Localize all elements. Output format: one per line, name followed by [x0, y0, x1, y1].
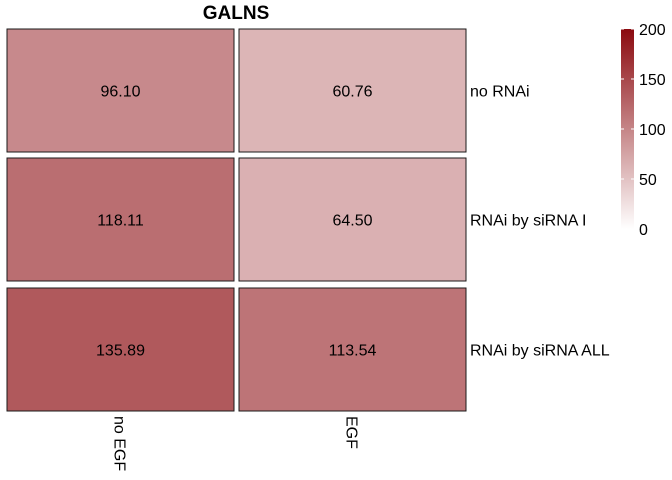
column-labels: no EGF EGF — [111, 416, 360, 471]
heatmap-cell — [238, 157, 467, 282]
cell-value-label: 135.89 — [96, 343, 145, 360]
cell-value-label: 96.10 — [100, 84, 140, 101]
colorbar-tick-label: 0 — [639, 222, 648, 239]
cell-value-label: 113.54 — [329, 343, 377, 360]
colorbar-tick-label: 100 — [639, 122, 666, 139]
cell-value-label: 64.50 — [332, 213, 372, 230]
heatmap-cell — [238, 287, 467, 412]
colorbar-tick-label: 150 — [639, 72, 666, 89]
row-label: RNAi by siRNA ALL — [470, 343, 610, 360]
colorbar-gradient — [621, 29, 634, 229]
colorbar-tick-label: 200 — [639, 22, 666, 39]
colorbar-tick-label: 50 — [639, 172, 657, 189]
heatmap-cell — [6, 157, 235, 282]
cell-value-label: 118.11 — [97, 213, 144, 230]
colorbar: 0 50 100 150 200 — [621, 22, 666, 239]
column-label: EGF — [343, 416, 360, 449]
cell-value-label: 60.76 — [332, 84, 372, 101]
row-label: RNAi by siRNA I — [470, 213, 586, 230]
column-label: no EGF — [111, 416, 128, 471]
heatmap-cell — [6, 28, 235, 153]
heatmap-cells: 96.10 60.76 118.11 64.50 135.89 113.54 — [6, 28, 467, 412]
row-labels: no RNAi RNAi by siRNA I RNAi by siRNA ALL — [470, 84, 610, 360]
heatmap-cell — [6, 287, 235, 412]
chart-title: GALNS — [203, 3, 270, 24]
heatmap-cell — [238, 28, 467, 153]
row-label: no RNAi — [470, 84, 530, 101]
